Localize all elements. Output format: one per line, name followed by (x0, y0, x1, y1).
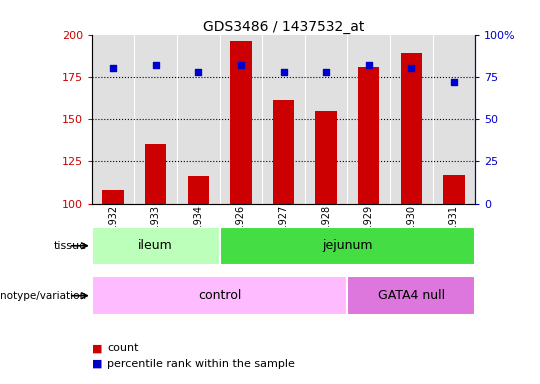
Bar (103, 190, 124, 204)
Point (194, 69, 202, 75)
Text: tissue: tissue (53, 241, 86, 251)
Text: control: control (198, 289, 241, 302)
Text: ■: ■ (92, 343, 102, 353)
Text: GATA4 null: GATA4 null (378, 289, 445, 302)
Text: jejunum: jejunum (322, 239, 373, 252)
Point (364, 62, 373, 68)
Bar (92, 227, 220, 265)
Point (279, 69, 288, 75)
Bar (401, 53, 422, 204)
Bar (188, 177, 209, 204)
Point (450, 79, 458, 85)
Point (237, 62, 245, 68)
Bar (92, 276, 347, 315)
Bar (230, 41, 252, 204)
Title: GDS3486 / 1437532_at: GDS3486 / 1437532_at (203, 20, 364, 33)
Point (151, 62, 160, 68)
Bar (145, 144, 166, 204)
Bar (443, 175, 464, 204)
Bar (273, 101, 294, 204)
Text: percentile rank within the sample: percentile rank within the sample (107, 359, 295, 369)
Point (322, 69, 330, 75)
Bar (220, 227, 475, 265)
Text: count: count (107, 343, 138, 353)
Text: ■: ■ (92, 359, 102, 369)
Point (407, 65, 416, 71)
Text: genotype/variation: genotype/variation (0, 291, 86, 301)
Bar (347, 276, 475, 315)
Bar (358, 67, 379, 204)
Point (109, 65, 117, 71)
Bar (315, 111, 337, 204)
Text: ileum: ileum (138, 239, 173, 252)
